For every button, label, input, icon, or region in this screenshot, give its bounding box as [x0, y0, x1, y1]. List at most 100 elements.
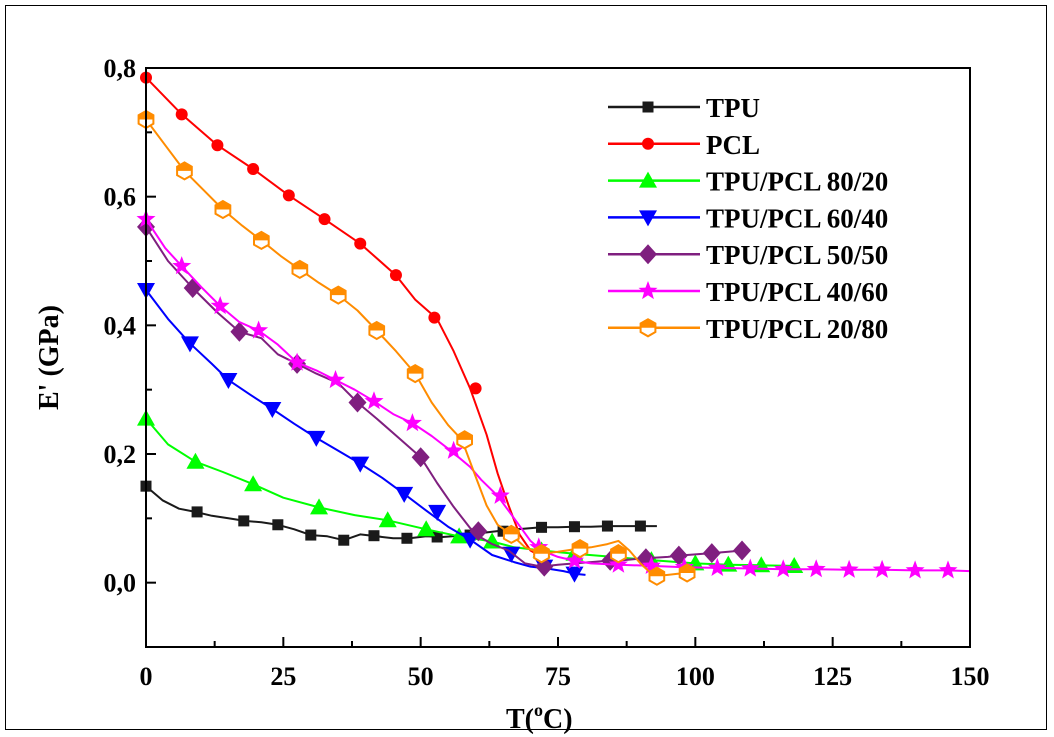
- data-point: [806, 559, 826, 578]
- legend-label: TPU/PCL 60/40: [706, 203, 888, 233]
- data-point: [740, 558, 760, 577]
- data-point: [348, 392, 367, 413]
- data-point: [536, 521, 548, 533]
- data-point: [395, 486, 414, 503]
- data-point: [291, 259, 309, 280]
- legend-marker: [642, 101, 654, 113]
- x-tick-label: 100: [676, 662, 715, 691]
- data-point: [172, 256, 192, 275]
- data-point: [938, 560, 958, 579]
- legend: TPU PCL TPU/PCL 80/20 TPU/PCL 60/40 TPU/PCL …: [608, 93, 888, 344]
- legend-item: TPU/PCL 50/50: [608, 240, 888, 270]
- x-tick-label: 0: [140, 662, 153, 691]
- data-point: [354, 237, 367, 250]
- data-point: [253, 230, 270, 251]
- data-point: [533, 544, 550, 564]
- x-axis-label-prefix: T(: [506, 704, 534, 735]
- legend-marker: [642, 137, 654, 150]
- x-axis-label-superscript: o: [534, 700, 543, 720]
- data-point: [214, 199, 232, 220]
- data-point: [305, 529, 317, 541]
- data-point: [186, 452, 205, 469]
- y-tick-label: 0,0: [104, 569, 137, 598]
- series-6: [137, 109, 696, 586]
- legend-label: PCL: [706, 130, 760, 160]
- data-point: [565, 550, 584, 569]
- series-line: [145, 76, 543, 558]
- data-point: [307, 430, 326, 447]
- data-point: [707, 557, 727, 576]
- x-axis-label-suffix: C): [543, 704, 573, 735]
- data-point: [368, 530, 380, 542]
- legend-item: TPU/PCL 20/80: [608, 314, 888, 344]
- series-line: [145, 226, 743, 568]
- plot-area: [145, 67, 971, 648]
- data-point: [176, 161, 193, 181]
- data-point: [175, 108, 188, 121]
- legend-marker: [639, 210, 657, 227]
- data-point: [608, 554, 628, 573]
- legend-item: TPU/PCL 60/40: [608, 203, 888, 233]
- figure-frame: [5, 5, 1047, 730]
- data-point: [378, 511, 397, 528]
- data-point: [490, 485, 510, 504]
- data-point: [702, 543, 721, 564]
- legend-item: TPU/PCL 80/20: [608, 167, 888, 197]
- legend-marker: [638, 281, 658, 300]
- data-point: [210, 296, 230, 315]
- legend-label: TPU/PCL 20/80: [706, 314, 888, 344]
- data-point: [483, 532, 502, 549]
- legend-item: PCL: [608, 130, 760, 160]
- data-point: [431, 531, 443, 543]
- y-tick-label: 0,8: [104, 54, 137, 83]
- data-point: [648, 566, 666, 586]
- data-point: [287, 352, 307, 371]
- data-point: [571, 538, 589, 559]
- data-point: [601, 520, 613, 532]
- legend-marker: [639, 318, 657, 338]
- data-point: [329, 285, 347, 305]
- data-point: [411, 447, 430, 468]
- y-axis-label: E' (GPa): [34, 305, 65, 410]
- legend-item: TPU/PCL 40/60: [608, 277, 888, 307]
- data-point: [401, 532, 413, 544]
- data-point: [839, 559, 859, 578]
- data-point: [773, 559, 793, 578]
- series-line: [145, 118, 696, 578]
- x-tick-label: 75: [545, 662, 571, 691]
- data-point: [610, 544, 627, 564]
- data-point: [263, 401, 282, 418]
- data-point: [389, 269, 402, 282]
- data-point: [872, 559, 892, 578]
- data-point: [406, 363, 424, 384]
- data-point: [326, 370, 345, 389]
- legend-marker: [639, 171, 657, 188]
- y-tick-label: 0,6: [104, 183, 137, 212]
- data-point: [634, 520, 646, 532]
- legend-marker: [639, 244, 657, 265]
- data-point: [450, 527, 469, 544]
- data-point: [230, 321, 249, 342]
- ticks-layer: 0 25 50 75 100 125 150 0,0 0,2 0,4 0,6 0,8: [104, 54, 990, 691]
- data-point: [469, 382, 482, 395]
- data-point: [211, 139, 224, 152]
- data-point: [219, 373, 238, 390]
- data-point: [364, 391, 384, 410]
- legend-item: TPU: [608, 93, 760, 123]
- data-point: [338, 534, 350, 546]
- data-point: [733, 540, 752, 561]
- x-tick-label: 150: [951, 662, 990, 691]
- x-axis-label: T(oC): [506, 700, 573, 735]
- data-point: [456, 430, 473, 450]
- y-tick-label: 0,2: [104, 440, 137, 469]
- legend-label: TPU/PCL 50/50: [706, 240, 888, 270]
- data-point: [417, 520, 436, 537]
- x-tick-label: 125: [813, 662, 852, 691]
- data-point: [318, 213, 331, 226]
- data-point: [191, 506, 203, 518]
- data-point: [678, 563, 696, 583]
- data-point: [444, 440, 464, 459]
- data-point: [565, 566, 584, 583]
- data-point: [402, 413, 422, 432]
